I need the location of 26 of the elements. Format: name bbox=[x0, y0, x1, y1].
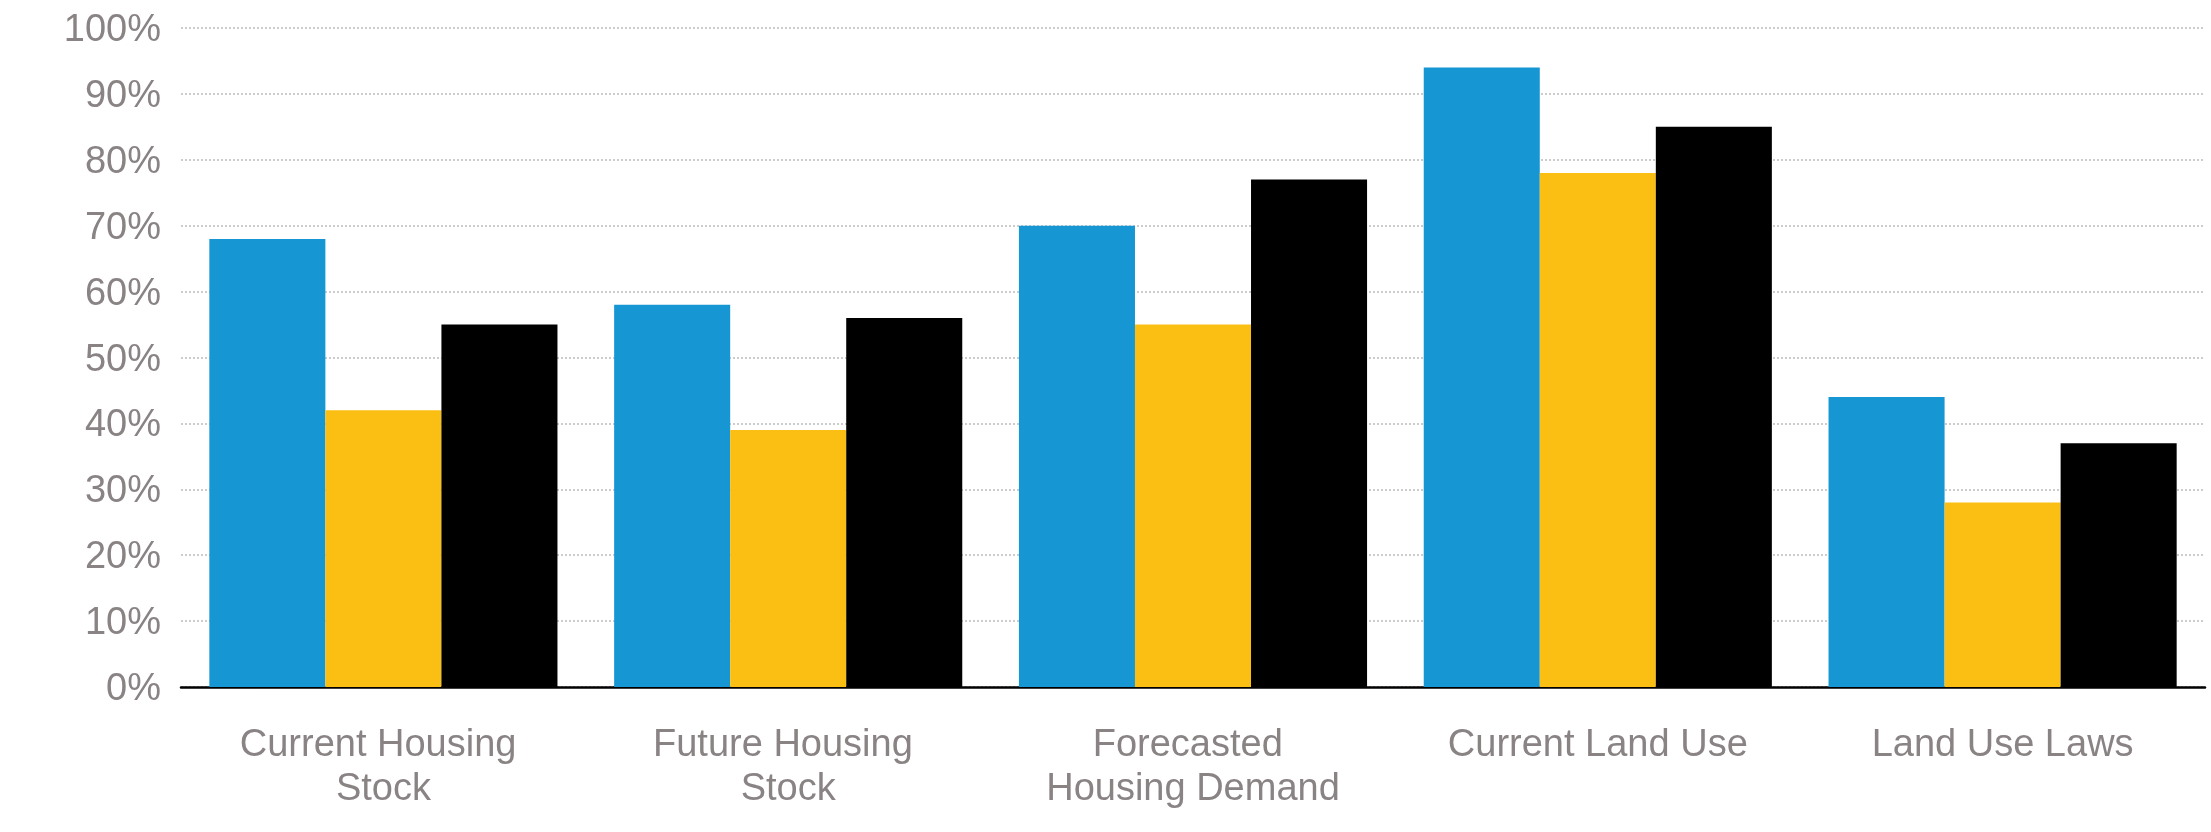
y-tick-label: 90% bbox=[84, 72, 161, 115]
x-tick-label: Land Use Laws bbox=[1871, 722, 2134, 764]
y-tick-label: 70% bbox=[84, 204, 161, 247]
y-tick-label: 30% bbox=[84, 468, 161, 511]
bar bbox=[1134, 324, 1252, 687]
x-tick-label: Future Housing Stock bbox=[653, 722, 924, 808]
y-tick-label: 50% bbox=[84, 336, 161, 379]
bar bbox=[1828, 397, 1945, 687]
bar bbox=[209, 238, 326, 687]
bar bbox=[1539, 172, 1656, 687]
y-tick-label: 20% bbox=[84, 534, 161, 577]
x-tick-label: Current Housing Stock bbox=[239, 722, 528, 808]
bar bbox=[1018, 225, 1135, 687]
y-tick-label: 60% bbox=[84, 270, 161, 313]
bar bbox=[1944, 502, 2061, 687]
bar bbox=[614, 304, 731, 687]
y-tick-label: 0% bbox=[106, 666, 161, 708]
bar bbox=[325, 410, 442, 687]
y-tick-label: 80% bbox=[84, 138, 161, 181]
y-tick-label: 40% bbox=[84, 402, 161, 445]
y-tick-label: 100% bbox=[63, 7, 161, 49]
x-tick-label: Current Land Use bbox=[1447, 722, 1748, 764]
y-tick-label: 10% bbox=[84, 600, 161, 643]
bar bbox=[1423, 67, 1540, 687]
bar bbox=[730, 429, 847, 687]
x-tick-label: Forecasted Housing Demand bbox=[1046, 722, 1340, 808]
